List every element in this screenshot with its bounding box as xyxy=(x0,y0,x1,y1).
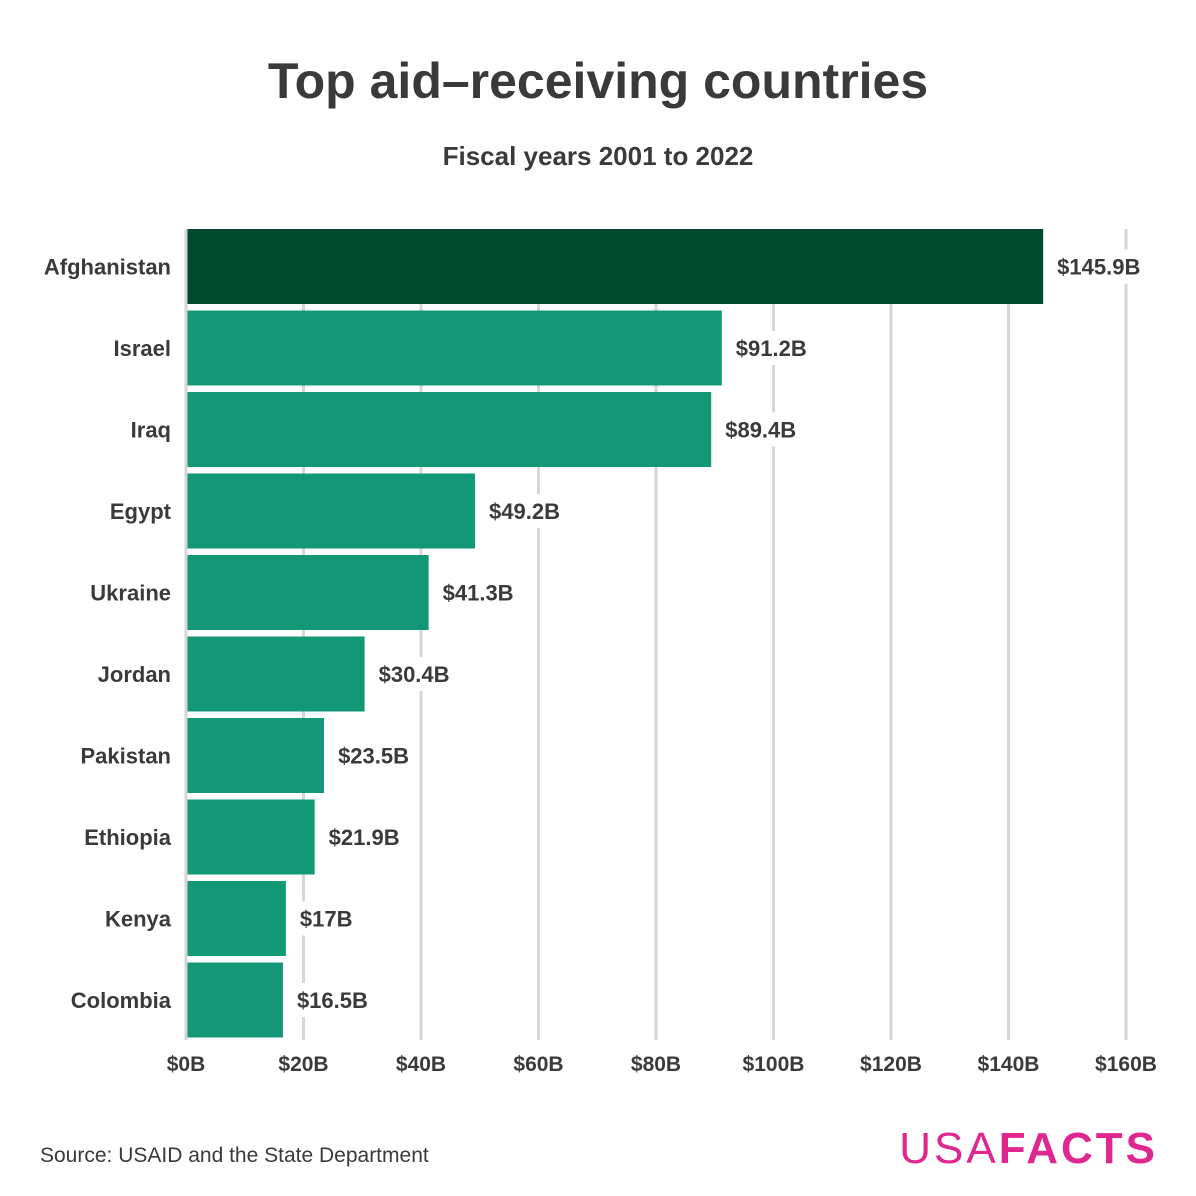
value-label-background xyxy=(335,738,417,773)
y-category-label: Ethiopia xyxy=(84,825,172,850)
value-label-background xyxy=(296,901,353,936)
y-category-label: Egypt xyxy=(110,499,172,524)
logo-text-bold: FACTS xyxy=(998,1124,1158,1173)
x-tick-label: $100B xyxy=(743,1053,805,1076)
x-tick-label: $120B xyxy=(860,1053,922,1076)
bar xyxy=(186,310,722,386)
bar xyxy=(186,718,325,793)
bar xyxy=(186,799,315,875)
bar xyxy=(186,392,712,467)
value-label-background xyxy=(293,983,375,1017)
y-category-label: Israel xyxy=(114,336,172,361)
y-category-label: Afghanistan xyxy=(44,255,171,280)
bar xyxy=(186,881,286,956)
value-label-background xyxy=(325,820,407,854)
bar xyxy=(186,636,365,712)
value-label: $91.2B xyxy=(736,336,807,361)
usafacts-logo: USAFACTS xyxy=(899,1124,1158,1174)
chart-title: Top aid–receiving countries xyxy=(267,53,929,109)
value-label: $30.4B xyxy=(379,662,450,687)
value-label-background xyxy=(439,575,521,610)
x-tick-label: $40B xyxy=(396,1053,446,1076)
value-label: $89.4B xyxy=(725,418,796,443)
bar xyxy=(186,229,1044,304)
bar xyxy=(186,962,283,1038)
x-tick-label: $80B xyxy=(631,1053,681,1076)
bar xyxy=(186,555,429,630)
y-category-label: Iraq xyxy=(131,418,171,443)
value-label-background xyxy=(1054,249,1148,284)
x-tick-label: $60B xyxy=(513,1053,563,1076)
value-label: $21.9B xyxy=(329,825,400,850)
x-tick-label: $20B xyxy=(278,1053,328,1076)
bar xyxy=(186,473,476,549)
chart-subtitle: Fiscal years 2001 to 2022 xyxy=(442,141,754,171)
value-label: $23.5B xyxy=(338,744,409,769)
x-tick-label: $0B xyxy=(167,1053,206,1076)
y-category-label: Colombia xyxy=(71,988,172,1013)
y-category-label: Jordan xyxy=(98,662,171,687)
x-tick-label: $140B xyxy=(978,1053,1040,1076)
value-label: $49.2B xyxy=(489,499,560,524)
value-label: $16.5B xyxy=(297,988,368,1013)
value-label: $17B xyxy=(300,907,353,932)
y-category-label: Ukraine xyxy=(90,581,171,606)
value-label-background xyxy=(732,331,814,365)
x-tick-label: $160B xyxy=(1095,1053,1157,1076)
source-note: Source: USAID and the State Department xyxy=(40,1144,429,1167)
value-label: $41.3B xyxy=(443,581,514,606)
value-label-background xyxy=(722,412,804,447)
value-label-background xyxy=(375,657,457,691)
y-category-label: Kenya xyxy=(105,907,172,932)
value-label: $145.9B xyxy=(1057,255,1140,280)
value-label-background xyxy=(486,494,568,528)
logo-text-light: USA xyxy=(899,1124,999,1173)
y-category-label: Pakistan xyxy=(81,744,172,769)
